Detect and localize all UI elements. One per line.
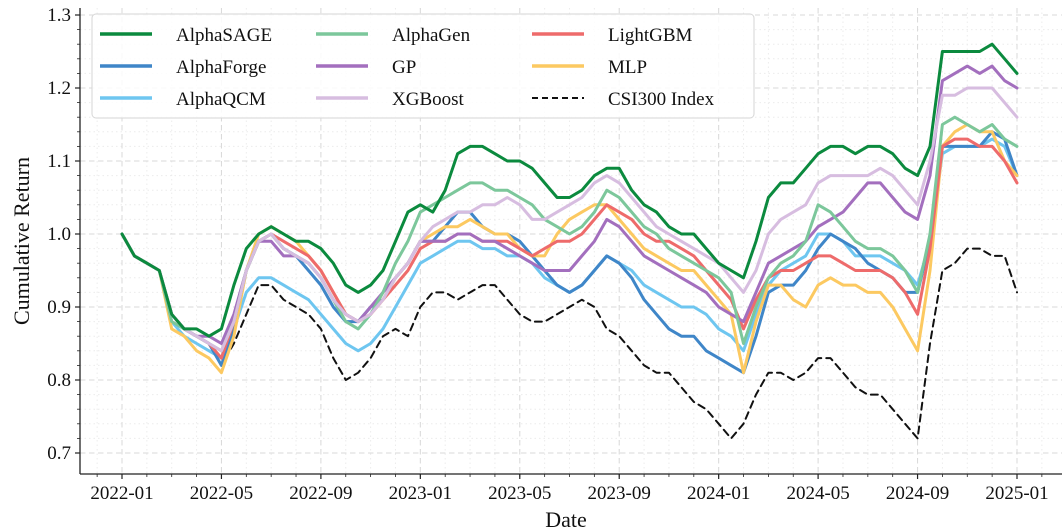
- legend-label: AlphaQCM: [176, 89, 266, 110]
- y-tick-label: 1.2: [47, 78, 71, 99]
- legend-label: LightGBM: [608, 25, 693, 46]
- legend-label: AlphaSAGE: [176, 25, 272, 46]
- legend: AlphaSAGE AlphaForge AlphaQCM AlphaGen GP XGB…: [91, 13, 755, 119]
- x-tick-label: 2024-05: [786, 483, 849, 504]
- x-tick-label: 2023-01: [389, 483, 452, 504]
- series-lines: [120, 42, 1019, 440]
- y-axis-label: Cumulative Return: [9, 157, 34, 325]
- x-tick-label: 2024-01: [687, 483, 750, 504]
- x-tick-label: 2024-09: [886, 483, 949, 504]
- legend-label: AlphaForge: [176, 57, 266, 78]
- x-tick-label: 2023-09: [588, 483, 651, 504]
- legend-label: XGBoost: [392, 89, 465, 110]
- y-ticks: 0.7 0.8 0.9 1.0 1.1 1.2 1.3: [47, 5, 80, 464]
- legend-label: GP: [392, 57, 416, 78]
- y-tick-label: 1.1: [47, 151, 71, 172]
- series-line-csi300-index: [121, 233, 1018, 440]
- y-tick-label: 0.7: [47, 443, 71, 464]
- series-line-alphasage: [120, 42, 1019, 338]
- series-line-gp: [120, 64, 1019, 345]
- legend-label: AlphaGen: [392, 25, 471, 46]
- x-tick-label: 2022-01: [90, 483, 153, 504]
- y-tick-label: 1.3: [47, 5, 71, 26]
- axes: [79, 8, 1062, 475]
- x-tick-label: 2022-05: [190, 483, 253, 504]
- legend-label: MLP: [608, 57, 647, 78]
- x-ticks: 2022-01 2022-05 2022-09 2023-01 2023-05 2023-…: [90, 474, 1049, 504]
- legend-label: CSI300 Index: [608, 89, 715, 110]
- series-line-xgboost: [120, 86, 1019, 353]
- y-tick-label: 1.0: [47, 224, 71, 245]
- y-tick-label: 0.8: [47, 370, 71, 391]
- x-tick-label: 2023-05: [488, 483, 551, 504]
- x-tick-label: 2022-09: [289, 483, 352, 504]
- legend-box: [91, 13, 755, 119]
- x-axis-label: Date: [545, 507, 587, 531]
- y-tick-label: 0.9: [47, 297, 71, 318]
- x-tick-label: 2025-01: [985, 483, 1048, 504]
